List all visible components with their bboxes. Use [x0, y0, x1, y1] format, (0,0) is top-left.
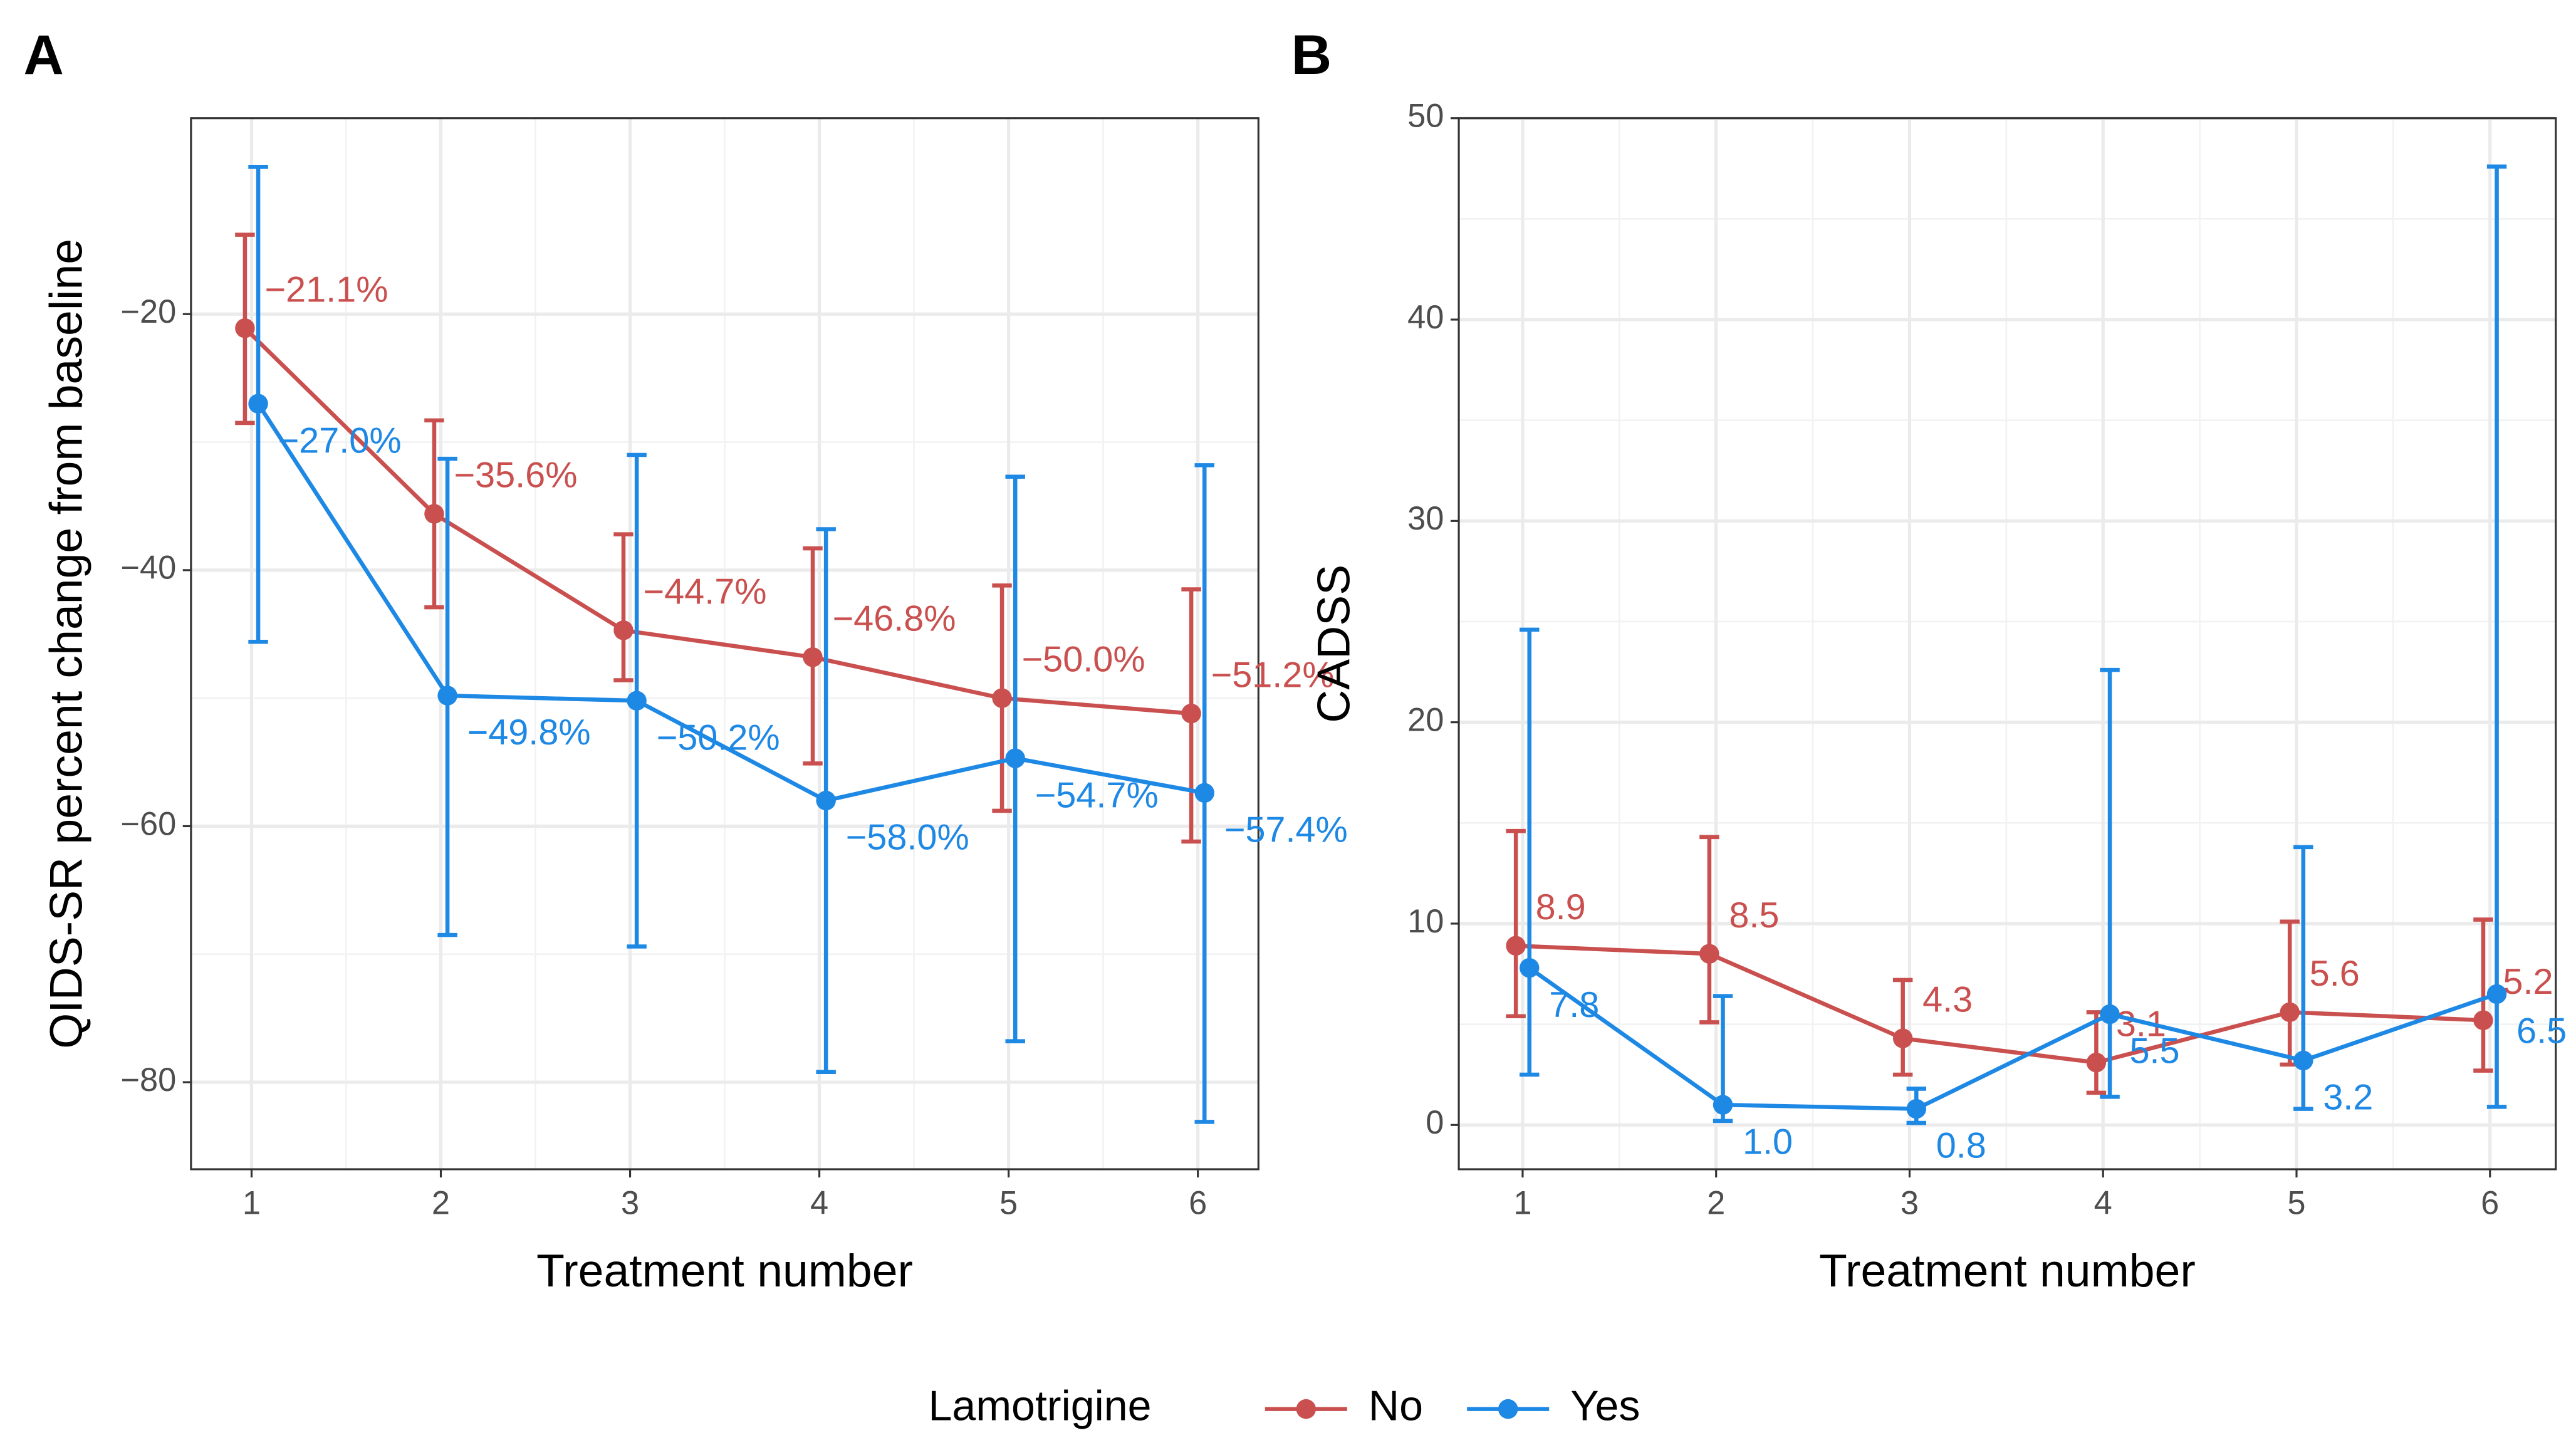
- x-tick-label: 4: [810, 1185, 828, 1221]
- value-label: 1.0: [1743, 1122, 1793, 1162]
- legend-label: No: [1369, 1382, 1423, 1430]
- value-label: −50.0%: [1022, 640, 1145, 680]
- x-tick-label: 4: [2094, 1185, 2112, 1221]
- point: [992, 688, 1012, 708]
- value-label: −51.2%: [1211, 655, 1335, 695]
- point: [816, 790, 836, 811]
- value-label: −35.6%: [454, 456, 577, 496]
- plot-border: [190, 117, 1259, 1171]
- value-label: 5.5: [2129, 1031, 2179, 1072]
- value-label: 6.5: [2516, 1011, 2567, 1051]
- x-axis-title: Treatment number: [536, 1245, 913, 1296]
- legend-title: Lamotrigine: [929, 1382, 1152, 1430]
- x-tick-label: 2: [1707, 1185, 1725, 1221]
- x-axis-title: Treatment number: [1819, 1245, 2196, 1296]
- error-bar: [2100, 667, 2120, 1099]
- point: [1699, 944, 1719, 964]
- point: [627, 691, 647, 711]
- point: [1194, 783, 1214, 803]
- point: [424, 504, 444, 524]
- value-label: −27.0%: [278, 420, 402, 461]
- value-label: −54.7%: [1035, 775, 1159, 815]
- value-label: 3.2: [2323, 1078, 2373, 1118]
- point: [1520, 957, 1540, 978]
- value-label: −44.7%: [643, 571, 766, 612]
- value-label: 7.8: [1549, 985, 1599, 1025]
- point: [1713, 1095, 1733, 1115]
- error-bar: [1892, 978, 1913, 1077]
- y-tick-label: 30: [1407, 501, 1444, 537]
- error-bar: [1506, 828, 1526, 1019]
- error-bar: [2473, 917, 2493, 1073]
- y-tick-label: 50: [1407, 98, 1444, 135]
- y-tick-label: −80: [120, 1062, 176, 1098]
- x-tick-label: 1: [242, 1185, 261, 1221]
- x-tick-label: 6: [2481, 1185, 2499, 1221]
- legend-key-point: [1296, 1399, 1317, 1419]
- y-tick-label: −60: [120, 806, 176, 842]
- error-bar: [613, 532, 634, 682]
- y-tick-label: 0: [1426, 1105, 1444, 1141]
- error-bar: [2486, 164, 2507, 1109]
- value-label: −49.8%: [467, 712, 591, 753]
- value-label: −58.0%: [846, 818, 969, 858]
- y-tick-label: −40: [120, 550, 176, 587]
- point: [613, 620, 634, 640]
- y-tick-label: −20: [120, 294, 176, 330]
- point: [1506, 936, 1526, 956]
- x-tick-label: 5: [2287, 1185, 2305, 1221]
- value-label: 8.5: [1729, 895, 1779, 936]
- x-tick-label: 2: [432, 1185, 450, 1221]
- point: [1906, 1098, 1927, 1119]
- panel-label: A: [24, 23, 64, 86]
- x-tick-label: 6: [1189, 1185, 1207, 1221]
- series-line: [243, 326, 1192, 716]
- plot-background: [1459, 118, 2556, 1169]
- value-label: −50.2%: [657, 717, 780, 758]
- point: [2473, 1010, 2493, 1030]
- series-line: [1528, 966, 2498, 1111]
- point: [437, 686, 457, 706]
- value-label: −57.4%: [1224, 810, 1348, 850]
- legend-key-point: [1498, 1399, 1518, 1419]
- point: [1181, 703, 1201, 724]
- y-tick-label: 20: [1407, 702, 1444, 738]
- point: [235, 318, 255, 338]
- value-label: 0.8: [1936, 1126, 1986, 1166]
- value-label: −46.8%: [832, 598, 956, 639]
- y-axis-title: QIDS-SR percent change from baseline: [40, 239, 91, 1049]
- x-tick-label: 3: [1901, 1185, 1919, 1221]
- error-bar: [1520, 627, 1540, 1077]
- y-tick-label: 10: [1407, 904, 1444, 940]
- point: [2086, 1052, 2107, 1073]
- point: [1892, 1028, 1913, 1048]
- y-axis-title: CADSS: [1308, 565, 1360, 723]
- x-tick-label: 5: [999, 1185, 1018, 1221]
- point: [2293, 1050, 2313, 1071]
- value-label: 5.2: [2503, 962, 2553, 1002]
- x-tick-label: 3: [621, 1185, 639, 1221]
- series-line: [1516, 944, 2484, 1065]
- point: [803, 647, 823, 667]
- y-tick-label: 40: [1407, 300, 1444, 336]
- value-label: 5.6: [2310, 954, 2360, 994]
- x-tick-label: 1: [1513, 1185, 1531, 1221]
- value-label: 8.9: [1536, 887, 1586, 927]
- plot-border: [1457, 117, 2557, 1171]
- point: [248, 394, 268, 414]
- point: [1005, 748, 1025, 768]
- legend-label: Yes: [1570, 1382, 1640, 1430]
- point: [2486, 984, 2507, 1004]
- error-bar: [1699, 835, 1719, 1025]
- point: [2280, 1002, 2300, 1023]
- value-label: 4.3: [1922, 980, 1973, 1020]
- point: [2100, 1004, 2120, 1025]
- panel-label: B: [1291, 23, 1332, 86]
- series-line: [256, 402, 1205, 803]
- value-label: −21.1%: [264, 269, 388, 310]
